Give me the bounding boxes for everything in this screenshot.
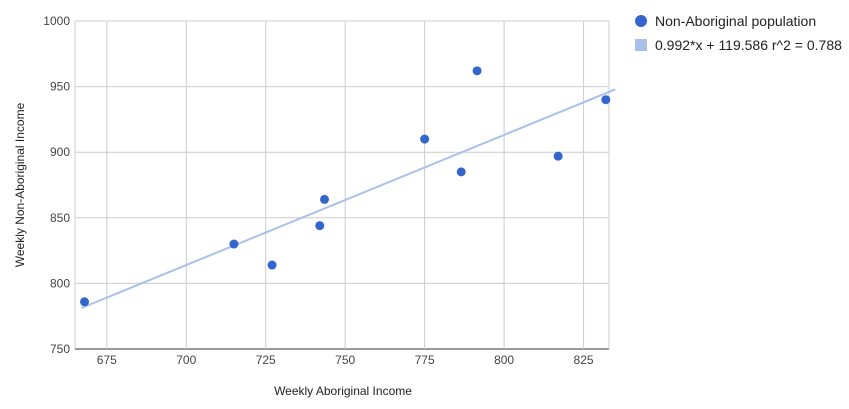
x-tick-label: 800 [494,353,514,367]
data-point[interactable] [456,167,466,177]
data-point[interactable] [267,260,277,270]
legend: Non-Aboriginal population 0.992*x + 119.… [635,13,842,53]
data-point[interactable] [420,134,430,144]
legend-series-marker [635,15,647,27]
x-axis-title: Weekly Aboriginal Income [274,384,412,398]
data-point[interactable] [601,95,611,105]
x-tick-label: 700 [176,353,196,367]
data-point[interactable] [553,151,563,161]
points-layer [80,66,611,307]
data-point[interactable] [229,239,239,249]
grid [74,20,610,350]
trendline [80,88,616,309]
x-tick-label: 825 [574,353,594,367]
data-point[interactable] [320,194,330,204]
trendline-layer [80,88,616,309]
data-point[interactable] [472,66,482,76]
legend-item-trendline[interactable]: 0.992*x + 119.586 r^2 = 0.788 [635,37,842,53]
legend-series-label: Non-Aboriginal population [655,13,816,29]
tick-labels: 750 800 850 900 950 1000 675 700 725 750 775 800 825 [43,14,594,367]
y-tick-label: 800 [50,276,70,290]
x-tick-label: 725 [256,353,276,367]
legend-trendline-label: 0.992*x + 119.586 r^2 = 0.788 [655,37,842,53]
x-tick-label: 675 [97,353,117,367]
y-tick-label: 850 [50,211,70,225]
x-tick-label: 775 [415,353,435,367]
legend-item-series[interactable]: Non-Aboriginal population [635,13,816,29]
y-axis-title: Weekly Non-Aboriginal Income [13,102,27,267]
x-tick-label: 750 [335,353,355,367]
data-point[interactable] [315,221,325,231]
y-tick-label: 900 [50,145,70,159]
y-tick-label: 1000 [43,14,70,28]
data-point[interactable] [80,297,90,307]
legend-trendline-marker [635,39,647,51]
y-tick-label: 750 [50,342,70,356]
y-tick-label: 950 [50,80,70,94]
